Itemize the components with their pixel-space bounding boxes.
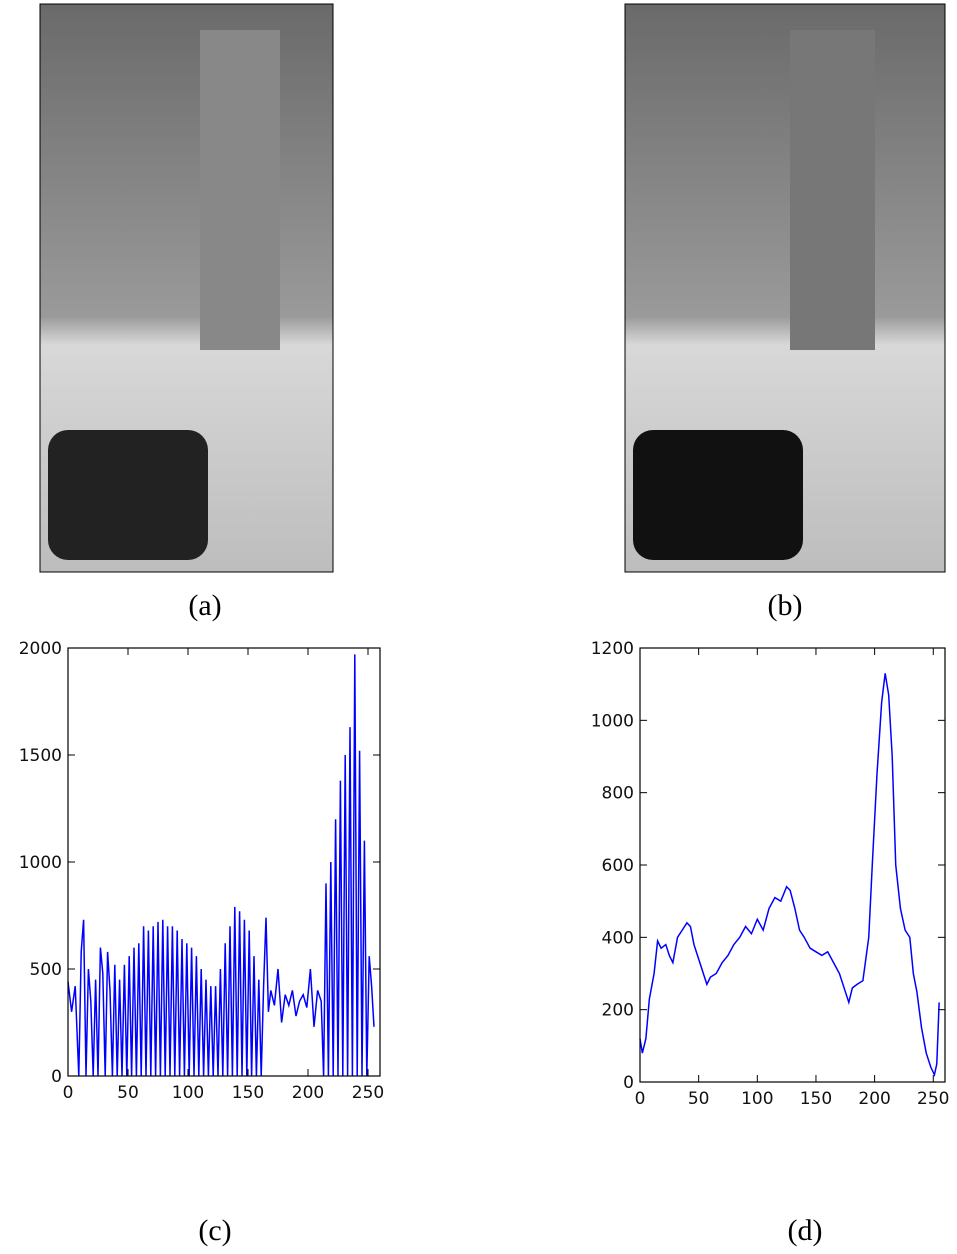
x-tick-label: 250 (352, 1083, 384, 1103)
x-tick-label: 0 (63, 1083, 74, 1103)
caption: (a) (188, 589, 221, 622)
x-tick-label: 50 (688, 1089, 710, 1109)
photo-a (39, 3, 334, 573)
y-tick-label: 200 (602, 1001, 634, 1021)
y-tick-label: 0 (51, 1067, 62, 1087)
x-tick-label: 200 (858, 1089, 890, 1109)
axes-frame (639, 647, 946, 1083)
y-tick-label: 0 (623, 1073, 634, 1093)
photo-b (624, 3, 946, 573)
x-tick-label: 100 (741, 1089, 773, 1109)
caption: (c) (198, 1214, 231, 1247)
x-tick-label: 100 (172, 1083, 204, 1103)
y-tick-label: 1000 (19, 853, 62, 873)
x-tick-label: 150 (800, 1089, 832, 1109)
x-tick-label: 50 (117, 1083, 139, 1103)
x-tick-label: 150 (232, 1083, 264, 1103)
y-tick-label: 2000 (19, 639, 62, 659)
y-tick-label: 500 (30, 960, 62, 980)
caption: (d) (788, 1214, 823, 1247)
y-tick-label: 1200 (591, 639, 634, 659)
data-line (639, 673, 940, 1078)
x-tick-label: 250 (917, 1089, 949, 1109)
y-tick-label: 400 (602, 928, 634, 948)
y-tick-label: 600 (602, 856, 634, 876)
y-tick-label: 1500 (19, 746, 62, 766)
data-line (67, 654, 375, 1077)
x-tick-label: 0 (635, 1089, 646, 1109)
caption: (b) (768, 589, 803, 622)
x-tick-label: 200 (292, 1083, 324, 1103)
y-tick-label: 800 (602, 784, 634, 804)
y-tick-label: 1000 (591, 711, 634, 731)
